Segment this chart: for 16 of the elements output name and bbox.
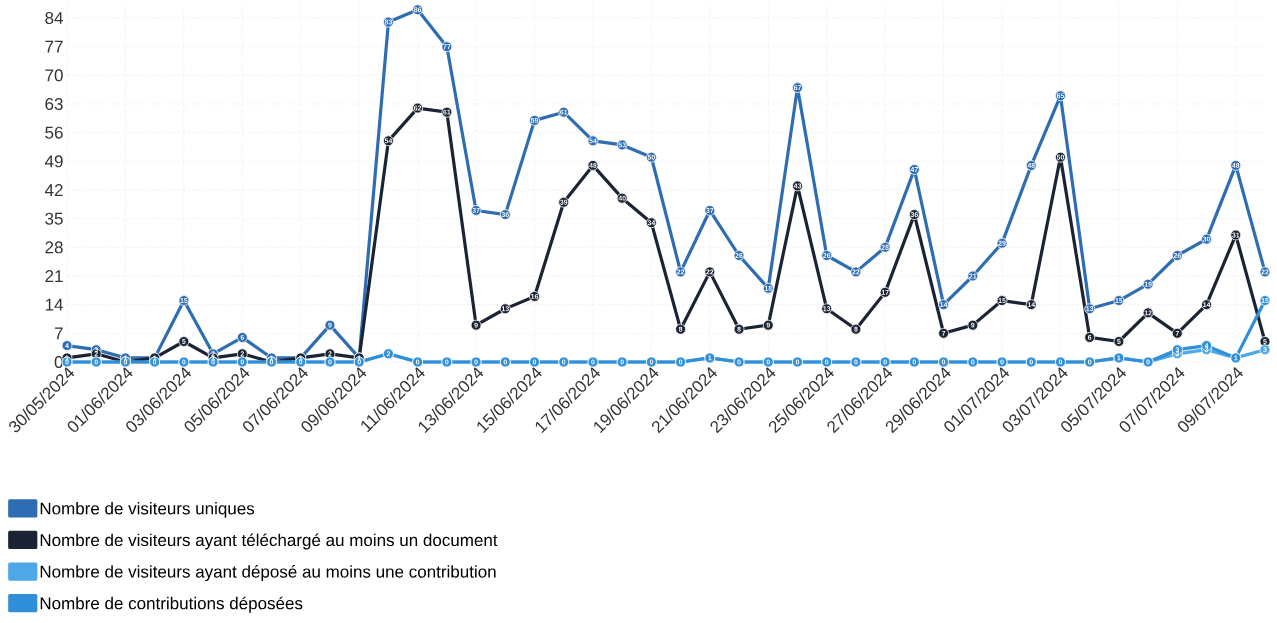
- y-tick-label: 28: [45, 241, 63, 254]
- y-tick-label: 7: [54, 327, 63, 340]
- y-tick-label: 49: [44, 155, 63, 168]
- y-tick-label: 84: [45, 11, 63, 25]
- y-tick-label: 21: [45, 270, 63, 282]
- y-tick-label: 63: [45, 97, 63, 111]
- legend-label: Nombre de visiteurs ayant téléchargé au moins un document: [40, 533, 498, 550]
- y-tick-label: 56: [45, 126, 63, 139]
- y-tick-label: 14: [45, 298, 63, 311]
- legend-label: Nombre de contributions déposées: [40, 596, 303, 613]
- y-tick-label: 42: [44, 184, 63, 196]
- y-tick-label: 77: [45, 40, 63, 53]
- legend-label: Nombre de visiteurs uniques: [40, 502, 255, 518]
- y-tick-label: 70: [45, 69, 63, 82]
- legend-label: Nombre de visiteurs ayant déposé au moins une contribution: [40, 565, 496, 582]
- y-tick-label: 35: [45, 212, 63, 225]
